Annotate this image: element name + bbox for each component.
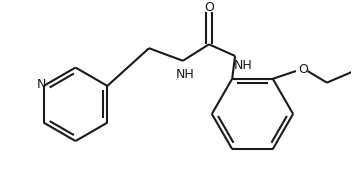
Text: O: O <box>204 1 214 14</box>
Text: N: N <box>37 79 46 91</box>
Text: NH: NH <box>233 59 252 72</box>
Text: O: O <box>298 63 308 76</box>
Text: NH: NH <box>175 68 194 81</box>
